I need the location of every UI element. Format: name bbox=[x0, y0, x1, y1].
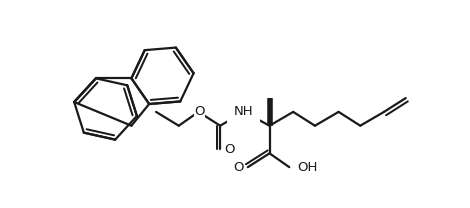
Text: O: O bbox=[234, 161, 244, 174]
Text: O: O bbox=[224, 143, 235, 156]
Text: NH: NH bbox=[234, 105, 254, 118]
Text: OH: OH bbox=[297, 161, 318, 174]
Text: O: O bbox=[194, 105, 205, 118]
